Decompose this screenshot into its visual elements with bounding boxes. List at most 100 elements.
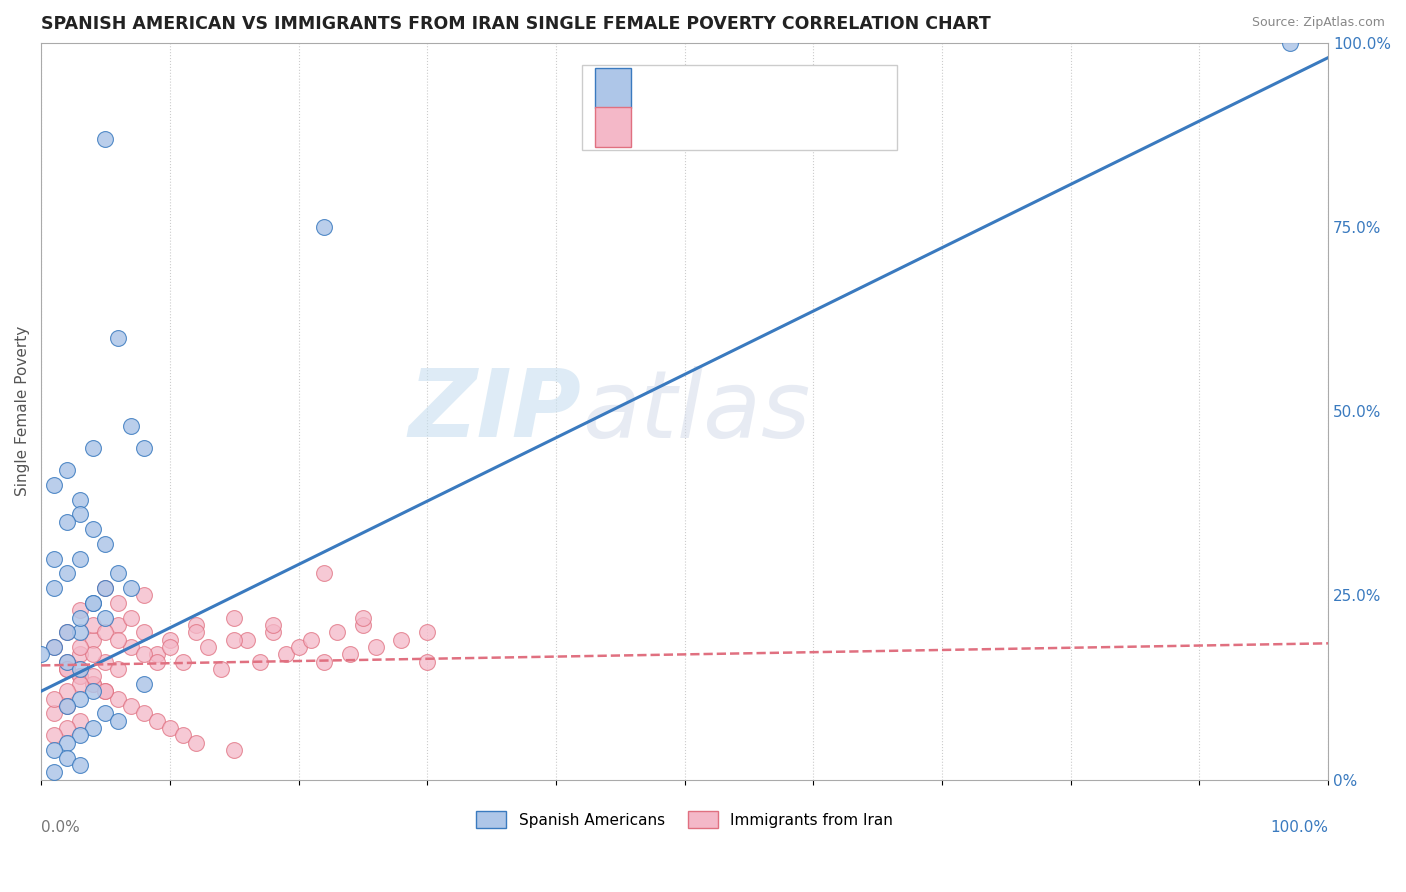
Point (56, 698, 79, 713)
Point (56, 566, 79, 581)
Point (56, 655, 79, 669)
Point (82, 522, 104, 536)
Point (94, 131, 117, 145)
Point (107, 662, 129, 676)
Point (146, 714, 169, 728)
Point (82, 684, 104, 698)
Point (69, 492, 91, 507)
Point (391, 632, 413, 647)
Point (172, 655, 194, 669)
Point (82, 669, 104, 683)
Point (132, 441, 155, 455)
Point (56, 662, 79, 676)
Point (69, 610, 91, 624)
Point (326, 625, 349, 640)
Legend: Spanish Americans, Immigrants from Iran: Spanish Americans, Immigrants from Iran (470, 805, 900, 835)
Text: N = 74: N = 74 (775, 118, 838, 136)
Point (132, 589, 155, 603)
Point (120, 640, 142, 654)
Point (184, 736, 207, 750)
Text: 100.0%: 100.0% (1270, 820, 1329, 835)
Point (42, 640, 65, 654)
Point (107, 714, 129, 728)
Point (94, 625, 117, 640)
Point (184, 618, 207, 632)
Point (416, 655, 439, 669)
Text: N = 44: N = 44 (775, 78, 838, 97)
Point (249, 655, 271, 669)
Point (42, 765, 65, 780)
Point (107, 566, 129, 581)
Point (82, 677, 104, 691)
Point (30, 648, 52, 662)
Point (94, 684, 117, 698)
Point (262, 618, 284, 632)
Point (56, 662, 79, 676)
Point (94, 610, 117, 624)
Point (159, 640, 181, 654)
Point (352, 618, 374, 632)
Point (146, 648, 169, 662)
Point (69, 551, 91, 566)
Point (69, 508, 91, 522)
Point (69, 669, 91, 683)
Point (56, 515, 79, 529)
Point (82, 677, 104, 691)
Point (120, 698, 142, 713)
Point (262, 625, 284, 640)
Point (82, 721, 104, 735)
Point (56, 625, 79, 640)
Point (314, 220, 336, 235)
Point (42, 691, 65, 706)
Point (94, 581, 117, 595)
Point (56, 750, 79, 764)
Point (159, 632, 181, 647)
Text: ZIP: ZIP (409, 365, 582, 458)
Point (69, 691, 91, 706)
Y-axis label: Single Female Poverty: Single Female Poverty (15, 326, 30, 496)
Point (132, 706, 155, 721)
Text: R = 0.503: R = 0.503 (644, 78, 734, 97)
FancyBboxPatch shape (595, 106, 630, 147)
FancyBboxPatch shape (582, 65, 897, 150)
Point (69, 640, 91, 654)
Text: SPANISH AMERICAN VS IMMIGRANTS FROM IRAN SINGLE FEMALE POVERTY CORRELATION CHART: SPANISH AMERICAN VS IMMIGRANTS FROM IRAN… (41, 15, 991, 33)
Point (94, 655, 117, 669)
Point (42, 640, 65, 654)
Point (107, 330, 129, 344)
Point (107, 632, 129, 647)
Point (69, 714, 91, 728)
Point (274, 648, 297, 662)
Point (314, 566, 336, 581)
Point (69, 603, 91, 617)
Point (94, 684, 117, 698)
Point (120, 610, 142, 624)
Point (42, 706, 65, 721)
Point (339, 648, 361, 662)
Point (56, 721, 79, 735)
Point (42, 743, 65, 757)
FancyBboxPatch shape (595, 68, 630, 108)
Point (352, 610, 374, 624)
Point (172, 728, 194, 742)
Point (82, 632, 104, 647)
Point (69, 648, 91, 662)
Point (314, 655, 336, 669)
Point (209, 662, 232, 676)
Point (56, 684, 79, 698)
Point (82, 441, 104, 455)
Point (82, 596, 104, 610)
Point (82, 618, 104, 632)
Point (69, 669, 91, 683)
Point (107, 596, 129, 610)
Point (56, 655, 79, 669)
Point (42, 581, 65, 595)
Text: atlas: atlas (582, 366, 810, 457)
Point (120, 419, 142, 434)
Point (69, 728, 91, 742)
Point (56, 698, 79, 713)
Point (120, 581, 142, 595)
Point (69, 662, 91, 676)
Point (364, 640, 387, 654)
Point (82, 648, 104, 662)
